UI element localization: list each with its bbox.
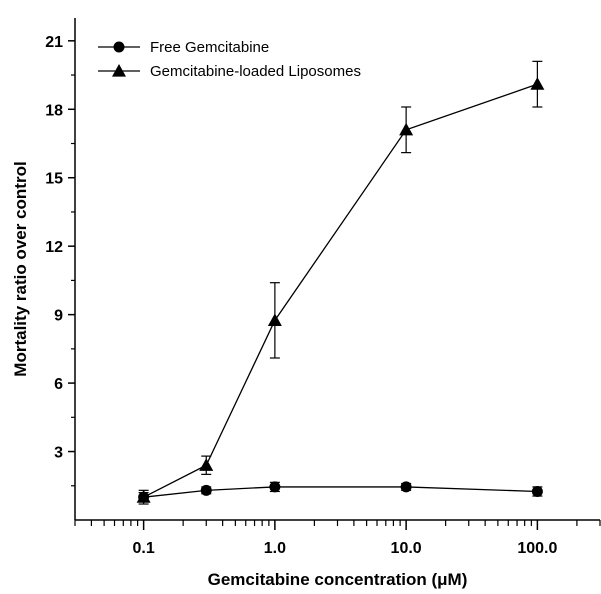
series-layer xyxy=(136,60,545,505)
y-tick-label: 9 xyxy=(54,308,63,325)
x-axis-ticks: 0.1 1.0 10.0 100.0 xyxy=(74,520,601,557)
data-point xyxy=(530,77,545,90)
data-point xyxy=(199,458,214,471)
y-tick-label: 21 xyxy=(45,34,63,51)
x-axis-title: Gemcitabine concentration (μM) xyxy=(208,570,468,589)
data-point xyxy=(200,484,212,496)
y-tick-label: 12 xyxy=(45,239,63,256)
legend-label: Free Gemcitabine xyxy=(150,39,269,56)
y-tick-label: 3 xyxy=(54,445,63,462)
data-point xyxy=(400,481,412,493)
data-point xyxy=(399,122,414,136)
y-axis-title: Mortality ratio over control xyxy=(11,161,30,376)
y-tick-label: 18 xyxy=(45,102,63,119)
series-0 xyxy=(138,481,543,503)
data-point xyxy=(269,481,281,493)
y-tick-label: 6 xyxy=(54,376,63,393)
x-tick-label: 10.0 xyxy=(391,540,422,557)
data-point xyxy=(531,485,543,497)
plot-frame xyxy=(74,18,600,521)
data-point xyxy=(136,490,151,503)
series-line xyxy=(143,83,538,498)
legend-label: Gemcitabine-loaded Liposomes xyxy=(150,63,361,80)
legend: Free Gemcitabine Gemcitabine-loaded Lipos… xyxy=(98,39,361,80)
legend-marker xyxy=(112,64,126,77)
x-tick-label: 100.0 xyxy=(517,540,557,557)
y-axis-ticks: 3 6 9 12 15 18 21 xyxy=(45,34,75,487)
series-1 xyxy=(136,60,545,505)
x-tick-label: 1.0 xyxy=(264,540,286,557)
legend-marker xyxy=(113,41,125,53)
x-tick-label: 0.1 xyxy=(133,540,155,557)
data-point xyxy=(267,313,282,326)
y-tick-label: 15 xyxy=(45,171,63,188)
